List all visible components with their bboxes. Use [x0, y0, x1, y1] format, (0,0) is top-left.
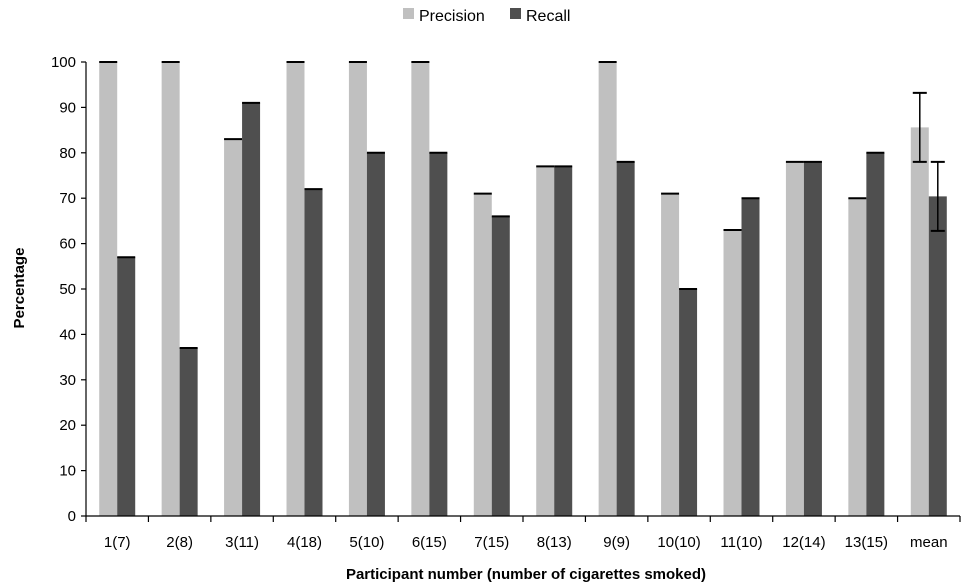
x-tick-label: mean: [910, 534, 948, 551]
bar-recall: [554, 166, 573, 517]
bar-recall: [679, 289, 698, 516]
bar-precision: [910, 127, 929, 516]
x-tick-label: 7(15): [474, 534, 509, 551]
bar-recall: [117, 257, 136, 516]
bar-precision: [785, 161, 804, 516]
x-axis: 1(7) 2(8) 3(11) 4(18) 5(10) 6(15) 7(15) 8(13) 9(…: [85, 515, 961, 551]
x-tick-label: 4(18): [287, 534, 322, 551]
x-tick-label: 1(7): [104, 534, 131, 551]
bar-recall: [366, 152, 385, 517]
x-tick-label: 5(10): [349, 534, 384, 551]
bar-recall: [242, 102, 261, 517]
bar-recall: [304, 189, 323, 516]
bar-precision: [848, 198, 867, 516]
bar-recall: [179, 348, 198, 516]
bars: [99, 61, 947, 517]
bar-precision: [723, 229, 742, 517]
bar-precision: [286, 62, 305, 516]
legend-swatch-precision: [403, 8, 414, 19]
y-tick-label: 70: [59, 190, 76, 207]
legend-label-recall: Recall: [526, 8, 570, 25]
bar-recall: [429, 152, 448, 517]
bar-precision: [224, 139, 243, 516]
y-tick-label: 0: [68, 508, 76, 525]
y-tick-label: 90: [59, 99, 76, 116]
x-tick-label: 3(11): [225, 534, 259, 551]
bar-recall: [866, 152, 885, 517]
x-tick-label: 6(15): [412, 534, 447, 551]
bar-precision: [473, 193, 492, 516]
bar-recall: [616, 161, 635, 516]
bar-precision: [99, 62, 118, 516]
y-tick-label: 20: [59, 417, 76, 434]
y-tick-label: 80: [59, 145, 76, 162]
bar-recall: [491, 216, 510, 517]
bar-precision: [598, 62, 617, 516]
y-axis-title: Percentage: [11, 248, 28, 329]
legend-swatch-recall: [510, 8, 521, 19]
bar-precision: [161, 62, 180, 516]
bar-recall: [803, 161, 822, 516]
y-tick-label: 10: [59, 463, 76, 480]
x-tick-label: 12(14): [782, 534, 825, 551]
bar-recall: [928, 196, 947, 516]
bar-precision: [536, 166, 555, 517]
x-axis-title: Participant number (number of cigarettes…: [346, 566, 706, 583]
y-tick-label: 40: [59, 326, 76, 343]
legend: Precision Recall: [403, 8, 570, 25]
y-axis: 0 10 20 30 40 50 60 70 80 90 100: [51, 54, 87, 525]
x-tick-label: 2(8): [166, 534, 193, 551]
bar-precision: [348, 62, 367, 516]
x-tick-label: 9(9): [603, 534, 630, 551]
x-tick-label: 8(13): [537, 534, 572, 551]
x-tick-label: 10(10): [657, 534, 700, 551]
y-tick-label: 60: [59, 236, 76, 253]
bar-recall: [741, 198, 760, 516]
x-tick-label: 11(10): [720, 534, 762, 551]
bar-precision: [411, 62, 430, 516]
y-tick-label: 100: [51, 54, 76, 71]
legend-label-precision: Precision: [419, 8, 485, 25]
bar-precision: [661, 193, 680, 516]
y-tick-label: 30: [59, 372, 76, 389]
x-tick-label: 13(15): [845, 534, 888, 551]
y-tick-label: 50: [59, 281, 76, 298]
